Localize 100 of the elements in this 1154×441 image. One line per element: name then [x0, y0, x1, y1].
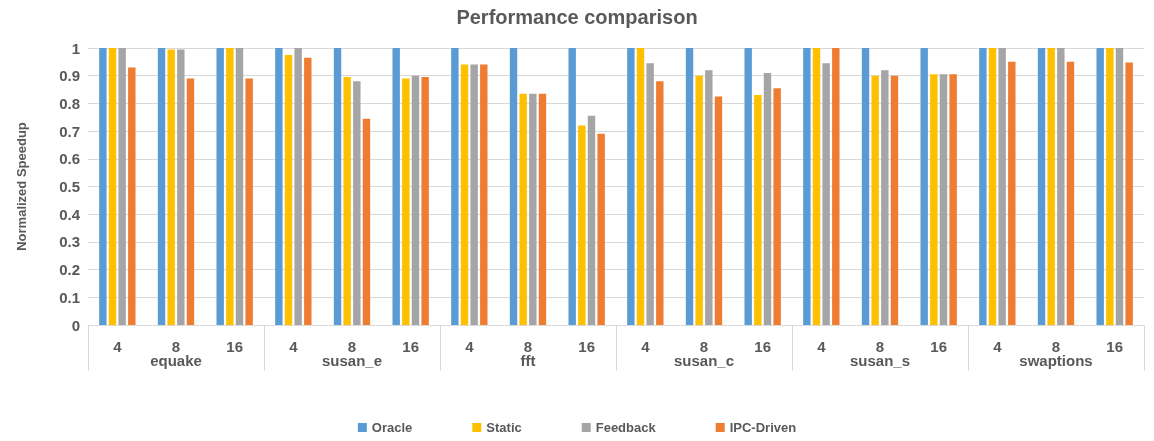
x-tick-label: 16 [754, 338, 772, 355]
bar [803, 48, 811, 325]
y-tick-label: 0.6 [59, 150, 80, 168]
bar [939, 74, 948, 325]
y-tick-label: 0.7 [59, 122, 80, 140]
x-tick-label: 4 [465, 338, 475, 355]
bar [695, 75, 703, 325]
bar [529, 93, 537, 325]
bar [1037, 48, 1046, 325]
bar [773, 88, 781, 325]
x-tick-label: 4 [113, 338, 123, 355]
text: susan_c [673, 352, 735, 369]
y-tick-label: 0.3 [59, 233, 80, 251]
x-tick-label: 8 [1051, 338, 1061, 355]
bar [763, 72, 772, 325]
bar [235, 48, 244, 325]
bar [343, 77, 351, 325]
bar [1115, 48, 1124, 325]
bar [304, 57, 312, 325]
bar [1096, 48, 1104, 325]
y-tick-label: 0.5 [59, 178, 80, 195]
bar [118, 48, 126, 325]
bar [871, 75, 879, 325]
bar [519, 93, 527, 325]
y-tick-label: 0.8 [59, 94, 80, 112]
bar [294, 48, 302, 325]
y-tick-label: 0.4 [59, 205, 81, 223]
legend-label: Oracle [371, 420, 413, 435]
bar [538, 93, 547, 325]
bar [177, 49, 185, 325]
y-tick-label: 0.2 [59, 261, 80, 279]
x-tick-label: 16 [402, 338, 420, 355]
bar [470, 64, 478, 325]
bar [226, 48, 234, 325]
bar [216, 48, 224, 325]
bar [998, 48, 1006, 325]
bar [881, 70, 889, 325]
bar [988, 48, 997, 325]
bar [1125, 62, 1133, 325]
bar [587, 115, 596, 325]
bar [744, 48, 752, 325]
bar [421, 77, 429, 325]
bar [714, 96, 723, 325]
bar [1008, 61, 1016, 325]
bar [167, 49, 175, 325]
bar [890, 75, 899, 325]
bar [275, 48, 283, 325]
bar [411, 75, 420, 325]
bar [812, 48, 821, 325]
bar [186, 78, 195, 325]
legend-label: IPC-Driven [729, 420, 797, 435]
bar [656, 81, 664, 325]
y-tick-label: 1 [71, 39, 80, 57]
bar [392, 48, 400, 325]
y-tick-label: 0 [71, 316, 80, 334]
x-tick-label: 4 [641, 338, 651, 355]
bar [284, 54, 293, 325]
legend-label: Feedback [595, 420, 657, 435]
bar [822, 63, 830, 325]
bar [353, 81, 361, 325]
bar [597, 133, 605, 325]
bar [920, 48, 928, 325]
bar [646, 63, 654, 325]
bar [685, 48, 694, 325]
x-tick-label: 16 [578, 338, 596, 355]
bar [754, 95, 762, 325]
bar [108, 48, 117, 325]
bar [627, 48, 635, 325]
y-axis-title: Normalized Speedup [14, 122, 29, 251]
text: equake [150, 352, 202, 369]
bar [460, 64, 469, 325]
chart-title: Performance comparison [456, 6, 698, 28]
y-tick-label: 0.9 [59, 67, 80, 85]
bar [636, 48, 645, 325]
x-tick-label: 4 [817, 338, 827, 355]
x-tick-label: 16 [226, 338, 244, 355]
bar [362, 118, 371, 325]
bar [509, 48, 518, 325]
bar [1106, 48, 1114, 325]
bar [333, 48, 342, 325]
bar [157, 48, 166, 325]
bar [705, 70, 713, 325]
text: swaptions [1019, 352, 1093, 369]
x-tick-label: 4 [289, 338, 299, 355]
x-tick-label: 16 [930, 338, 948, 355]
bar [832, 48, 840, 325]
x-tick-label: 4 [993, 338, 1003, 355]
bar [99, 48, 107, 325]
x-tick-label: 8 [699, 338, 709, 355]
text: fft [520, 352, 536, 369]
bar [451, 48, 459, 325]
bar [1057, 48, 1065, 325]
bar [930, 74, 938, 325]
x-tick-label: 16 [1106, 338, 1124, 355]
x-tick-label: 8 [875, 338, 885, 355]
x-tick-label: 8 [171, 338, 181, 355]
x-tick-label: 8 [347, 338, 357, 355]
bar [480, 64, 488, 325]
bar [949, 74, 957, 325]
text: susan_e [321, 352, 383, 369]
